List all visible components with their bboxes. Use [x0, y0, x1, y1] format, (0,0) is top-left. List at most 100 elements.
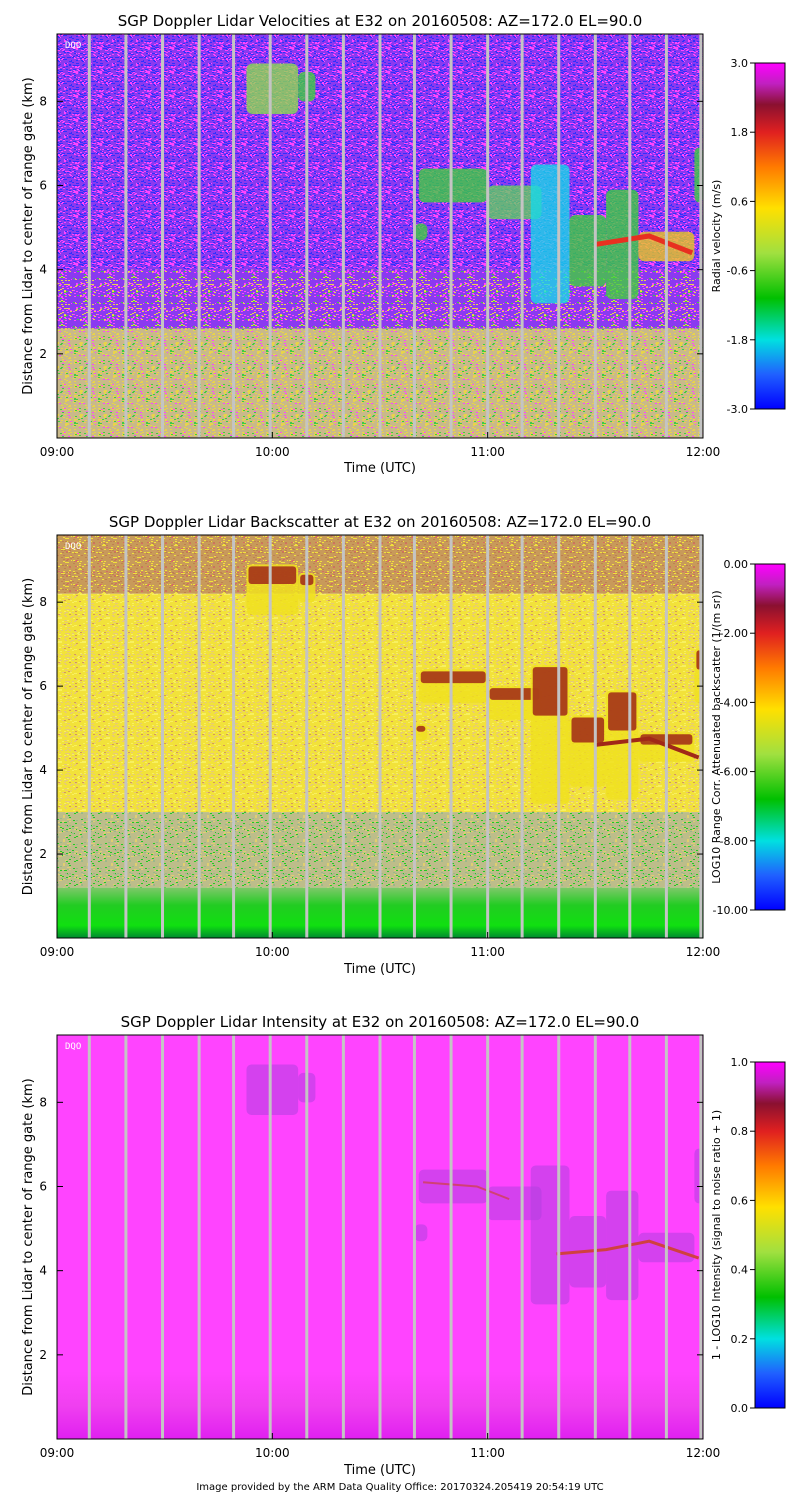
data-gap-stripe [87, 1035, 91, 1439]
colorbar: 3.0 1.8 0.6 -0.6 -1.8 -3.0 Radial velocity (m/… [710, 57, 786, 416]
cloud-feature [416, 725, 426, 732]
cloud-base-line [556, 1239, 700, 1260]
cloud-feature [608, 692, 637, 731]
panel-1: SGP Doppler Lidar Velocities at E32 on 2… [21, 12, 786, 476]
data-gap-stripe [232, 1035, 236, 1439]
colorbar-tick-label: 0.8 [731, 1125, 749, 1138]
data-gap-stripe [557, 34, 561, 438]
data-gap-stripe [520, 535, 524, 938]
data-gap-stripe [486, 535, 490, 938]
cloud-feature [246, 63, 299, 114]
data-gap-stripe [305, 1035, 309, 1439]
data-gap-stripe [664, 34, 668, 438]
data-gap-stripe [486, 34, 490, 438]
plot-area [57, 1035, 703, 1439]
data-gap-stripe [124, 535, 128, 938]
cloud-feature [530, 1165, 570, 1305]
panel-3: SGP Doppler Lidar Intensity at E32 on 20… [21, 1013, 786, 1478]
y-tick-label: 2 [39, 347, 47, 361]
data-gap-stripe [268, 535, 272, 938]
data-gap-stripe [197, 34, 201, 438]
cloud-feature [532, 667, 568, 716]
footer-credit: Image provided by the ARM Data Quality O… [196, 1482, 604, 1493]
data-gap-stripe [557, 1035, 561, 1439]
colorbar-gradient [754, 563, 786, 911]
x-tick-label: 09:00 [40, 445, 75, 459]
cloud-feature [414, 223, 428, 241]
colorbar-tick-label: 0.6 [731, 1194, 749, 1207]
data-gap-stripe [628, 34, 632, 438]
dqo-badge: DQO [65, 542, 81, 552]
colorbar-tick-label: 1.8 [731, 126, 749, 139]
y-tick-label: 2 [39, 847, 47, 861]
cloud-feature [418, 168, 488, 203]
chart-title: SGP Doppler Lidar Backscatter at E32 on … [109, 513, 651, 531]
cloud-base-line [594, 233, 694, 256]
x-axis-label: Time (UTC) [343, 461, 416, 476]
x-tick-label: 12:00 [686, 1446, 721, 1460]
colorbar-gradient [754, 62, 786, 410]
colorbar-tick-label: -10.00 [713, 904, 748, 917]
data-gap-stripe [341, 34, 345, 438]
data-gap-stripe [520, 34, 524, 438]
data-gap-stripe [486, 1035, 490, 1439]
data-gap-stripe [378, 535, 382, 938]
cloud-feature [530, 164, 570, 304]
data-gap-stripe [412, 34, 416, 438]
cloud-feature [487, 185, 542, 220]
data-gap-stripe [520, 1035, 524, 1439]
y-tick-label: 6 [39, 179, 47, 193]
x-tick-label: 11:00 [470, 945, 505, 959]
dqo-badge: DQO [65, 1042, 81, 1052]
colorbar-tick-label: -2.00 [720, 627, 748, 640]
data-gap-stripe [87, 34, 91, 438]
cloud-edge-line [422, 1181, 510, 1201]
dqo-badge: DQO [65, 41, 81, 51]
data-gap-stripe [378, 1035, 382, 1439]
colorbar-tick-label: -6.00 [720, 766, 748, 779]
colorbar-tick-label: -4.00 [720, 696, 748, 709]
colorbar-tick-label: 0.00 [724, 558, 749, 571]
x-tick-label: 10:00 [255, 445, 290, 459]
x-tick-label: 10:00 [255, 945, 290, 959]
colorbar-tick-label: -3.0 [727, 403, 748, 416]
plot-frame [56, 534, 704, 939]
colorbar-gradient [754, 1061, 786, 1409]
data-gap-stripe [268, 34, 272, 438]
x-tick-label: 11:00 [470, 1446, 505, 1460]
y-axis-label: Distance from Lidar to center of range g… [21, 578, 36, 895]
chart-title: SGP Doppler Lidar Intensity at E32 on 20… [121, 1013, 640, 1031]
data-gap-stripe [557, 535, 561, 938]
colorbar: 0.00 -2.00 -4.00 -6.00 -8.00 -10.00 LOG10 Rang… [710, 558, 786, 917]
y-tick-label: 4 [39, 763, 47, 777]
data-gap-stripe [197, 1035, 201, 1439]
data-gap-stripe [197, 535, 201, 938]
data-gap-stripe [305, 34, 309, 438]
data-gap-stripe [341, 1035, 345, 1439]
colorbar-label: Radial velocity (m/s) [710, 180, 723, 293]
cloud-feature [418, 1169, 488, 1204]
colorbar-label: LOG10 Range Corr. Attenuated backscatter… [710, 590, 723, 883]
cloud-feature [246, 1064, 299, 1115]
colorbar-tick-label: -1.8 [727, 334, 748, 347]
data-gap-stripe [124, 34, 128, 438]
data-gap-stripe [87, 535, 91, 938]
colorbar-tick-label: 3.0 [731, 57, 749, 70]
y-tick-label: 8 [39, 1095, 47, 1109]
data-gap-stripe [412, 535, 416, 938]
y-axis-label: Distance from Lidar to center of range g… [21, 77, 36, 394]
data-gap-stripe [161, 34, 165, 438]
data-gap-stripe [699, 34, 703, 438]
cloud-feature [414, 1224, 428, 1242]
colorbar-tick-label: 0.4 [731, 1264, 749, 1277]
data-gap-stripe [378, 34, 382, 438]
colorbar-tick-label: -8.00 [720, 835, 748, 848]
colorbar-tick-label: 0.2 [731, 1333, 749, 1346]
x-tick-label: 10:00 [255, 1446, 290, 1460]
y-tick-label: 2 [39, 1348, 47, 1362]
colorbar-tick-label: 0.6 [731, 195, 749, 208]
colorbar-label: 1 - LOG10 Intensity (signal to noise rat… [710, 1110, 723, 1360]
y-tick-label: 6 [39, 1180, 47, 1194]
panel-2: SGP Doppler Lidar Backscatter at E32 on … [21, 513, 786, 977]
